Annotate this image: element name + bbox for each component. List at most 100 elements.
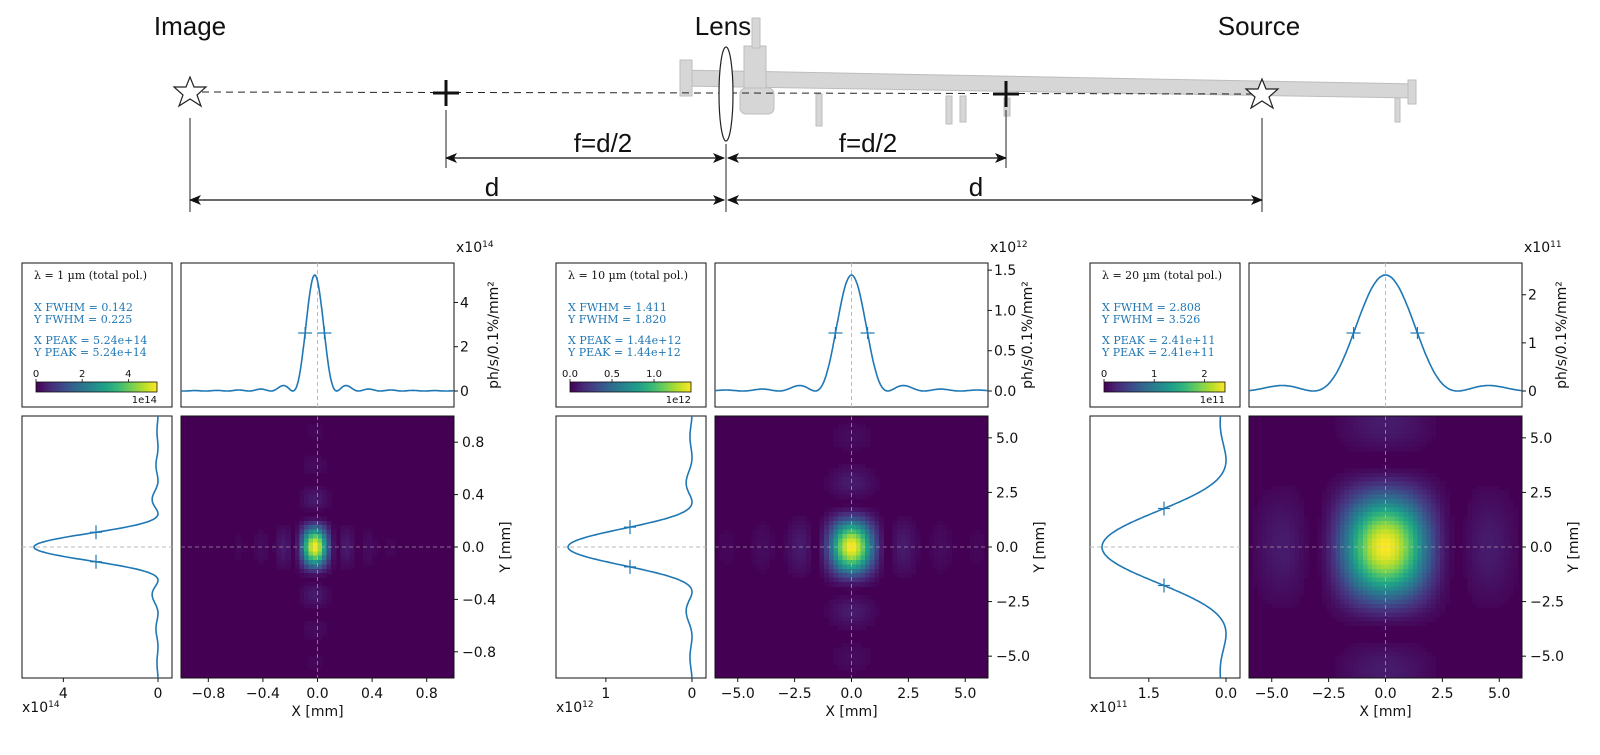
heatmap-cell	[851, 581, 857, 587]
heatmap-cell	[751, 560, 757, 566]
heatmap-cell	[1271, 507, 1277, 513]
heatmap-cell	[1403, 490, 1409, 496]
heatmap-cell	[974, 542, 980, 548]
heatmap-cell	[1253, 555, 1259, 561]
heatmap-cell	[792, 547, 798, 552]
heatmap-cell	[1340, 599, 1346, 605]
heatmap-cell	[1512, 538, 1519, 544]
heatmap-cell	[312, 485, 319, 491]
heatmap-cell	[1481, 555, 1487, 561]
heatmap-cell	[851, 446, 857, 452]
heatmap-cell	[1340, 660, 1346, 666]
heatmap-cell	[874, 564, 880, 570]
heatmap-cell	[1403, 542, 1409, 548]
heatmap-cell	[860, 464, 866, 469]
heatmap-cell	[851, 551, 857, 557]
heatmap-cell	[1371, 437, 1377, 443]
heatmap-cell	[1380, 442, 1387, 448]
heatmap-cell	[1340, 538, 1346, 544]
heatmap-cell	[833, 612, 839, 618]
heatmap-cell	[367, 551, 373, 557]
heatmap-cell	[846, 525, 853, 531]
heatmap-cell	[1440, 560, 1446, 566]
heatmap-cell	[1299, 512, 1305, 518]
heatmap-cell	[846, 647, 853, 653]
heatmap-cell	[1262, 564, 1268, 570]
heatmap-cell	[1471, 599, 1478, 605]
heatmap-cell	[1267, 529, 1273, 535]
heatmap-cell	[1385, 538, 1391, 544]
heatmap-cell	[1417, 608, 1423, 614]
heatmap-cell	[865, 485, 871, 491]
heatmap-cell	[308, 586, 314, 592]
heatmap-cell	[1335, 551, 1341, 557]
heatmap-cell	[846, 599, 853, 605]
heatmap-cell	[842, 568, 848, 574]
heatmap-cell	[326, 568, 332, 574]
y-axis-tick-label: 2.5	[1530, 485, 1552, 501]
heatmap-cell	[1344, 573, 1350, 579]
heatmap-cell	[1340, 507, 1346, 513]
heatmap-cell	[1471, 538, 1478, 544]
heatmap-cell	[833, 660, 839, 666]
heatmap-cell	[331, 529, 337, 535]
heatmap-cell	[1440, 512, 1446, 518]
heatmap-cell	[1394, 481, 1400, 487]
heatmap-cell	[878, 533, 884, 539]
heatmap-cell	[1367, 490, 1373, 496]
heatmap-cell	[303, 599, 309, 605]
heatmap-cell	[1289, 503, 1296, 509]
heatmap-cell	[1262, 516, 1268, 522]
heatmap-cell	[1421, 647, 1428, 653]
heatmap-cell	[326, 529, 332, 535]
heatmap-cell	[1362, 560, 1368, 566]
heatmap-cell	[910, 555, 916, 561]
heatmap-cell	[1440, 590, 1446, 596]
heatmap-cell	[303, 507, 309, 513]
heatmap-cell	[1344, 555, 1350, 561]
heatmap-cell	[1340, 551, 1346, 557]
heatmap-cell	[1385, 468, 1391, 474]
heatmap-cell	[1476, 568, 1482, 574]
heatmap-cell	[1253, 551, 1259, 557]
heatmap-cell	[317, 516, 323, 522]
heatmap-cell	[1367, 568, 1373, 574]
heatmap-cell	[1258, 547, 1264, 552]
heatmap-cell	[856, 446, 862, 452]
heatmap-cell	[1408, 568, 1414, 574]
heatmap-cell	[1253, 507, 1259, 513]
heatmap-cell	[769, 547, 775, 552]
heatmap-cell	[322, 560, 328, 566]
heatmap-cell	[1508, 507, 1514, 513]
heatmap-cell	[1394, 525, 1400, 531]
heatmap-cell	[1358, 643, 1364, 649]
heatmap-cell	[1285, 586, 1291, 592]
heatmap-cell	[312, 464, 319, 469]
heatmap-cell	[1330, 590, 1337, 596]
heatmap-cell	[1485, 485, 1491, 491]
heatmap-cell	[1467, 551, 1473, 557]
heatmap-cell	[1362, 481, 1368, 487]
heatmap-cell	[1367, 529, 1373, 535]
heatmap-cell	[1412, 472, 1418, 478]
heatmap-cell	[308, 494, 314, 500]
heatmap-cell	[833, 656, 839, 662]
heatmap-cell	[1444, 586, 1450, 592]
heatmap-cell	[1358, 520, 1364, 526]
heatmap-cell	[317, 625, 323, 631]
heatmap-cell	[1289, 599, 1296, 605]
heatmap-cell	[837, 477, 843, 483]
heatmap-cell	[1280, 533, 1286, 539]
heatmap-cell	[869, 599, 875, 605]
heatmap-cell	[806, 542, 812, 548]
heatmap-cell	[1426, 590, 1432, 596]
heatmap-cell	[1289, 490, 1296, 496]
heatmap-cell	[322, 485, 328, 491]
heatmap-cell	[1380, 446, 1387, 452]
heatmap-cell	[312, 542, 319, 548]
heatmap-cell	[942, 542, 948, 548]
heatmap-cell	[1344, 477, 1350, 483]
focal-point-left-icon	[433, 80, 459, 106]
heatmap-cell	[294, 560, 300, 566]
